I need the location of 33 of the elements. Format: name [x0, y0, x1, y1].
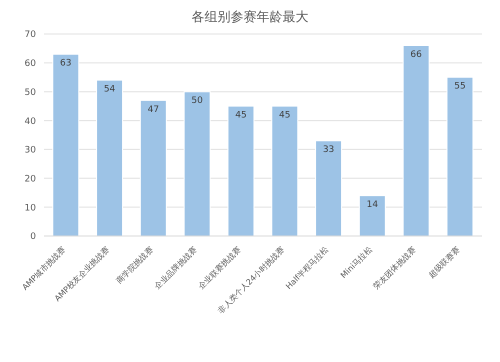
bar [402, 45, 430, 236]
x-tick-label: 商学院挑战赛 [114, 245, 155, 286]
x-tick-label: 企业品牌挑战赛 [152, 245, 199, 292]
data-label: 50 [191, 96, 204, 106]
y-tick-label: 20 [24, 174, 36, 184]
data-label: 33 [322, 145, 334, 156]
data-label: 45 [235, 110, 247, 121]
data-label: 54 [104, 84, 116, 95]
bar [96, 80, 124, 236]
bar [271, 106, 298, 236]
data-label: 63 [60, 58, 72, 69]
x-tick-label: 超级联赛赛 [426, 245, 462, 280]
y-tick-label: 10 [24, 203, 36, 214]
y-tick-label: 0 [30, 232, 36, 242]
chart-title: 各组别参赛年龄最大 [190, 9, 310, 26]
bar [227, 106, 254, 236]
x-tick-label: 荣友团体挑战赛 [372, 245, 418, 292]
y-tick-label: 40 [24, 116, 36, 127]
data-label: 47 [148, 104, 160, 115]
y-tick-label: 60 [24, 59, 36, 70]
data-label: 14 [366, 200, 378, 210]
data-label: 66 [410, 50, 422, 60]
bar [446, 76, 474, 236]
bar [184, 91, 211, 236]
y-tick-label: 30 [24, 146, 36, 156]
bar [315, 140, 342, 236]
y-tick-label: 70 [24, 30, 36, 40]
bar [140, 100, 167, 236]
y-tick-label: 50 [24, 88, 36, 98]
bar [52, 54, 80, 236]
data-label: 55 [454, 82, 466, 92]
bar [358, 195, 386, 236]
data-label: 45 [279, 110, 290, 121]
